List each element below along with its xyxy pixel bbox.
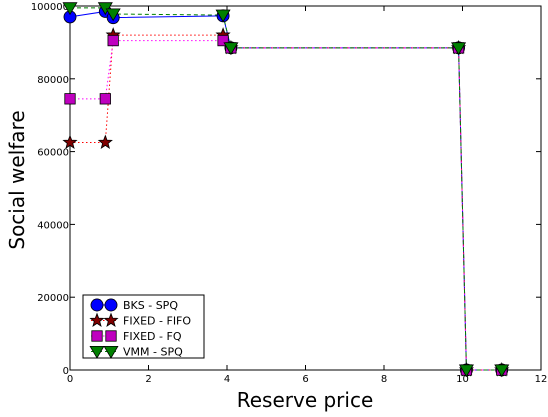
x-tick-label: 6 bbox=[302, 374, 308, 385]
data-point bbox=[458, 364, 474, 378]
legend-marker bbox=[103, 345, 119, 359]
legend-marker bbox=[105, 330, 117, 342]
data-point bbox=[223, 42, 239, 56]
x-tick-label: 0 bbox=[67, 374, 73, 385]
legend: BKS - SPQ FIXED - FIFO FIXED - FQ VMM - SPQ bbox=[82, 294, 205, 359]
y-tick-label: 0 bbox=[63, 366, 69, 377]
y-axis-label: Social welfare bbox=[5, 110, 29, 249]
data-point bbox=[215, 9, 231, 23]
x-axis-label: Reserve price bbox=[237, 388, 374, 412]
y-tick-label: 80000 bbox=[37, 75, 69, 86]
legend-label: VMM - SPQ bbox=[123, 346, 183, 359]
data-point bbox=[105, 8, 121, 22]
legend-marker bbox=[104, 298, 118, 312]
data-point bbox=[99, 93, 111, 105]
data-point bbox=[64, 93, 76, 105]
legend-label: FIXED - FQ bbox=[123, 330, 182, 343]
x-tick-label: 8 bbox=[381, 374, 387, 385]
legend-label: BKS - SPQ bbox=[123, 299, 178, 312]
data-point bbox=[107, 34, 119, 47]
data-point bbox=[451, 42, 467, 56]
x-tick-label: 10 bbox=[456, 374, 469, 385]
x-tick-label: 12 bbox=[535, 374, 548, 385]
data-point bbox=[97, 134, 113, 149]
axis-ticks: 0 2 4 6 8 10 12 0 20000 40000 60000 80000 100000 bbox=[31, 2, 548, 385]
series-markers bbox=[62, 2, 510, 378]
y-tick-label: 20000 bbox=[37, 293, 69, 304]
legend-label: FIXED - FIFO bbox=[123, 315, 191, 328]
data-point bbox=[217, 34, 229, 47]
legend-marker bbox=[103, 312, 119, 327]
data-point bbox=[62, 2, 78, 16]
y-tick-label: 60000 bbox=[37, 148, 69, 159]
legend-marker bbox=[89, 345, 105, 359]
y-tick-label: 40000 bbox=[37, 220, 69, 231]
legend-marker bbox=[90, 298, 104, 312]
legend-marker bbox=[89, 312, 105, 327]
x-tick-label: 4 bbox=[224, 374, 230, 385]
y-tick-label: 100000 bbox=[31, 2, 69, 13]
data-point bbox=[494, 364, 510, 378]
x-tick-label: 2 bbox=[145, 374, 151, 385]
legend-marker bbox=[91, 330, 103, 342]
data-point bbox=[62, 134, 78, 149]
